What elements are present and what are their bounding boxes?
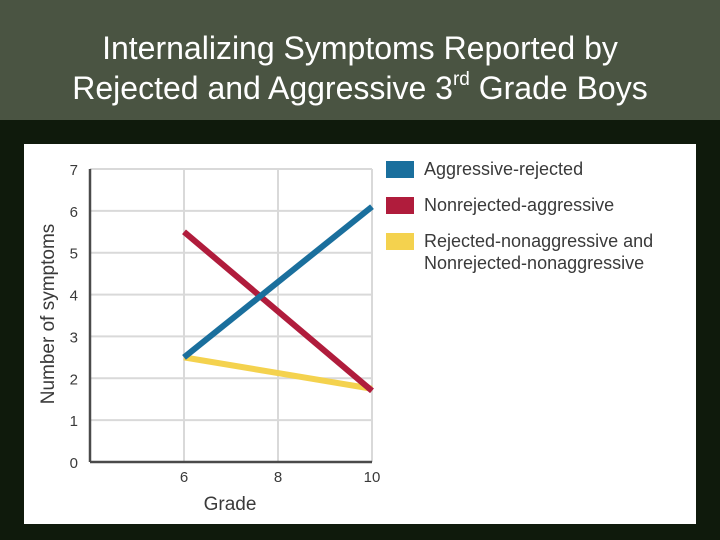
legend-label: Aggressive-rejected xyxy=(424,159,584,179)
series-line-1 xyxy=(182,229,374,394)
chart-panel: 0 1 2 3 4 5 6 7 6 8 10 Number of symptoms Grade Ag… xyxy=(24,144,696,524)
legend: Aggressive-rejected Nonrejected-aggressi… xyxy=(386,158,692,288)
line-chart: 0 1 2 3 4 5 6 7 6 8 10 Number of symptoms Grade xyxy=(38,162,381,515)
y-tick-label: 1 xyxy=(70,413,78,430)
y-tick-label: 3 xyxy=(70,329,78,346)
title-line-2-end: Grade Boys xyxy=(469,70,648,106)
x-tick-label: 6 xyxy=(180,469,188,486)
axes xyxy=(88,169,372,464)
title-ordinal-suffix: rd xyxy=(452,69,470,91)
x-tick-label: 10 xyxy=(364,469,381,486)
tick-labels: 0 1 2 3 4 5 6 7 6 8 10 xyxy=(70,162,381,486)
legend-item-nonaggressive: Rejected-nonaggressive and Nonrejected-n… xyxy=(386,230,692,274)
legend-swatch-nonrejected-aggressive xyxy=(386,197,414,214)
legend-item-aggressive-rejected: Aggressive-rejected xyxy=(386,158,692,180)
x-axis-title: Grade xyxy=(204,494,257,515)
legend-swatch-aggressive-rejected xyxy=(386,161,414,178)
legend-label: Nonrejected-aggressive xyxy=(424,195,615,215)
y-tick-label: 2 xyxy=(70,371,78,388)
legend-item-nonrejected-aggressive: Nonrejected-aggressive xyxy=(386,194,692,216)
title-band xyxy=(0,0,720,120)
x-tick-label: 8 xyxy=(274,469,282,486)
y-tick-label: 7 xyxy=(70,162,78,179)
series-line-0 xyxy=(182,204,374,360)
y-tick-label: 0 xyxy=(70,455,78,472)
y-tick-label: 4 xyxy=(70,288,78,305)
legend-label: Rejected-nonaggressive and Nonrejected-n… xyxy=(424,231,654,273)
data-series xyxy=(182,204,374,394)
grid-lines xyxy=(90,168,373,462)
legend-swatch-nonaggressive xyxy=(386,233,414,250)
series-line-2 xyxy=(183,354,373,392)
title-line-2-start: Rejected and Aggressive 3 xyxy=(72,70,453,106)
slide-title: Internalizing Symptoms Reported by Rejec… xyxy=(0,28,720,108)
title-line-1: Internalizing Symptoms Reported by xyxy=(102,30,618,66)
y-axis-title: Number of symptoms xyxy=(38,224,59,405)
y-tick-label: 6 xyxy=(70,204,78,221)
y-tick-label: 5 xyxy=(70,246,78,263)
